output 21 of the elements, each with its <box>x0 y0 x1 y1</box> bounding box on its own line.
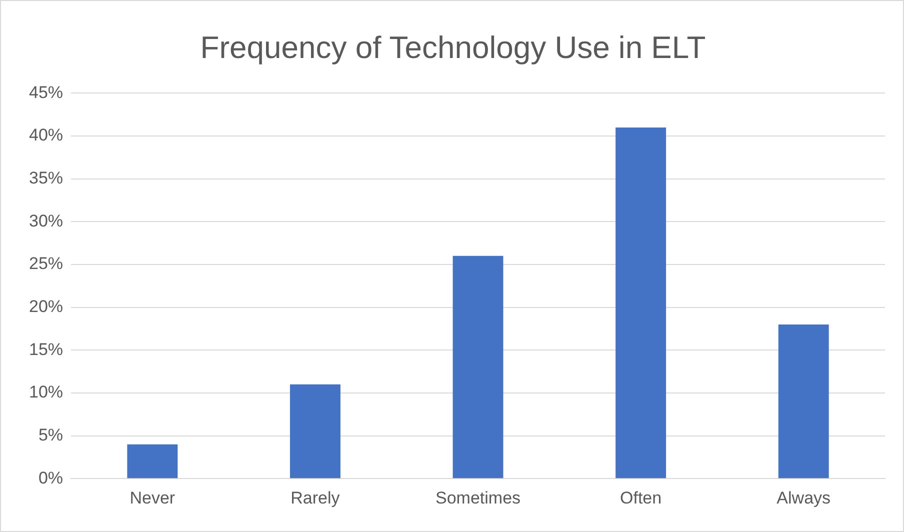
y-tick-label: 5% <box>38 425 64 444</box>
bar <box>290 384 340 478</box>
y-tick-label: 15% <box>28 340 64 359</box>
x-tick-label: Rarely <box>290 488 340 508</box>
x-tick-label: Sometimes <box>435 488 521 508</box>
y-tick-label: 40% <box>28 126 64 145</box>
y-tick-label: 10% <box>28 382 64 402</box>
x-tick-label: Often <box>620 488 662 508</box>
y-tick-label: 20% <box>28 297 64 316</box>
bar <box>778 324 829 478</box>
bar <box>127 444 178 478</box>
y-tick-label: 35% <box>28 168 64 188</box>
y-tick-label: 25% <box>28 254 64 274</box>
y-tick-label: 45% <box>28 82 64 102</box>
x-tick-label: Always <box>776 488 831 508</box>
y-tick-label: 0% <box>38 468 64 488</box>
y-tick-label: 30% <box>28 211 64 230</box>
x-tick-label: Never <box>130 488 176 508</box>
bar <box>616 127 666 478</box>
bar <box>452 256 504 478</box>
chart-title: Frequency of Technology Use in ELT <box>200 30 706 66</box>
